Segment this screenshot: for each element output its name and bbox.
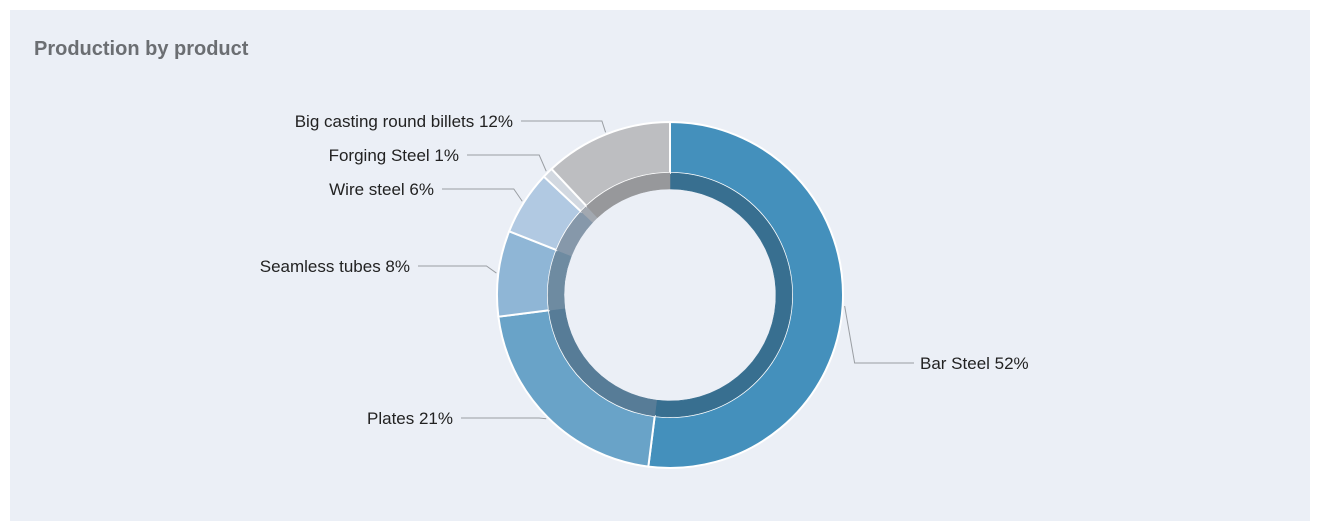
chart-title: Production by product (34, 38, 249, 60)
slice-label-plates: Plates 21% (367, 409, 453, 428)
leader-line-wire (442, 188, 523, 202)
leader-line-forging (467, 154, 547, 172)
slice-label-bar: Bar Steel 52% (920, 354, 1029, 373)
slice-plates[interactable] (497, 309, 656, 468)
leader-line-seamless (418, 265, 497, 274)
leader-line-plates (461, 417, 547, 420)
slice-label-wire: Wire steel 6% (329, 180, 434, 199)
slice-label-forging: Forging Steel 1% (329, 146, 459, 165)
slice-label-big: Big casting round billets 12% (295, 112, 513, 131)
leader-line-big (521, 120, 607, 133)
slice-inner-big (586, 172, 671, 219)
leader-line-bar (844, 305, 914, 364)
slice-label-seamless: Seamless tubes 8% (260, 257, 410, 276)
